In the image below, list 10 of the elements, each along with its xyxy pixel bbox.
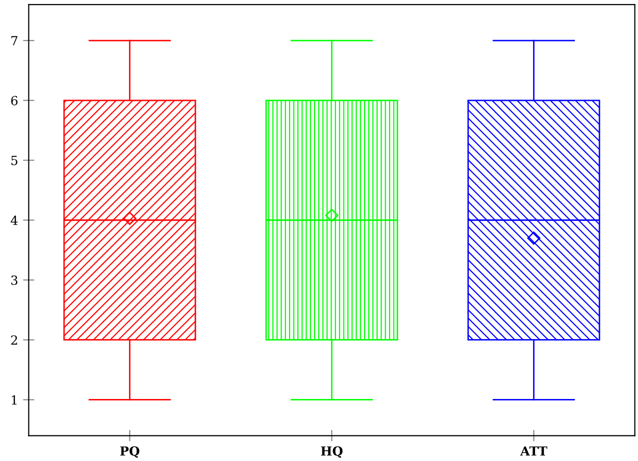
y-tick-label: 5 xyxy=(11,156,18,166)
x-tick-label: PQ xyxy=(120,446,140,458)
x-tick-label: HQ xyxy=(320,446,343,458)
y-tick-label: 3 xyxy=(11,275,18,285)
y-tick-label: 2 xyxy=(11,335,18,345)
y-tick-label: 6 xyxy=(11,96,18,106)
y-tick-label: 1 xyxy=(12,395,17,404)
y-tick-label: 7 xyxy=(11,36,18,46)
y-tick-label: 4 xyxy=(10,216,18,225)
x-tick-label: ATT xyxy=(520,446,548,456)
